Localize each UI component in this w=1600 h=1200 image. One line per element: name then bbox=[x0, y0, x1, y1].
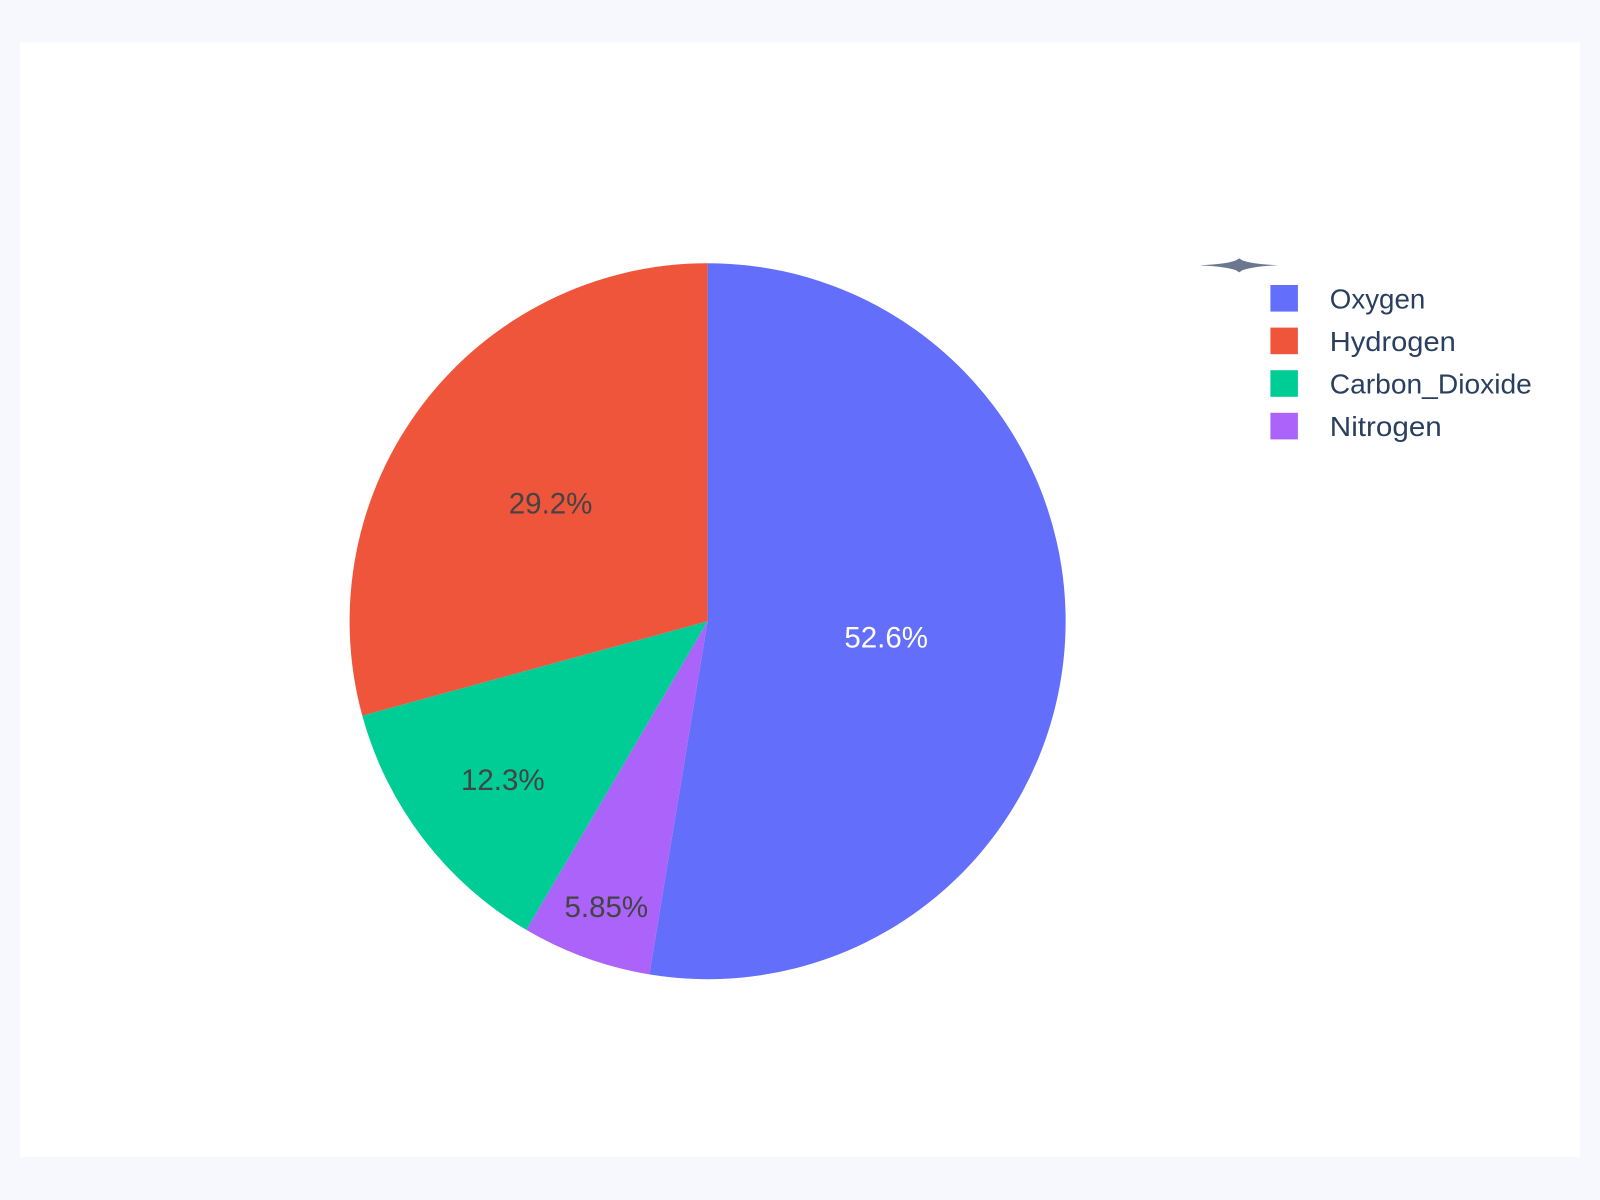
svg-text:12.3%: 12.3% bbox=[461, 764, 545, 797]
svg-text:Nitrogen: Nitrogen bbox=[1330, 411, 1442, 442]
svg-text:52.6%: 52.6% bbox=[844, 622, 928, 655]
svg-text:5.85%: 5.85% bbox=[564, 891, 648, 924]
svg-text:29.2%: 29.2% bbox=[509, 487, 593, 520]
svg-text:Carbon_Dioxide: Carbon_Dioxide bbox=[1330, 369, 1532, 400]
svg-text:Oxygen: Oxygen bbox=[1330, 283, 1426, 314]
svg-text:Hydrogen: Hydrogen bbox=[1330, 326, 1456, 357]
